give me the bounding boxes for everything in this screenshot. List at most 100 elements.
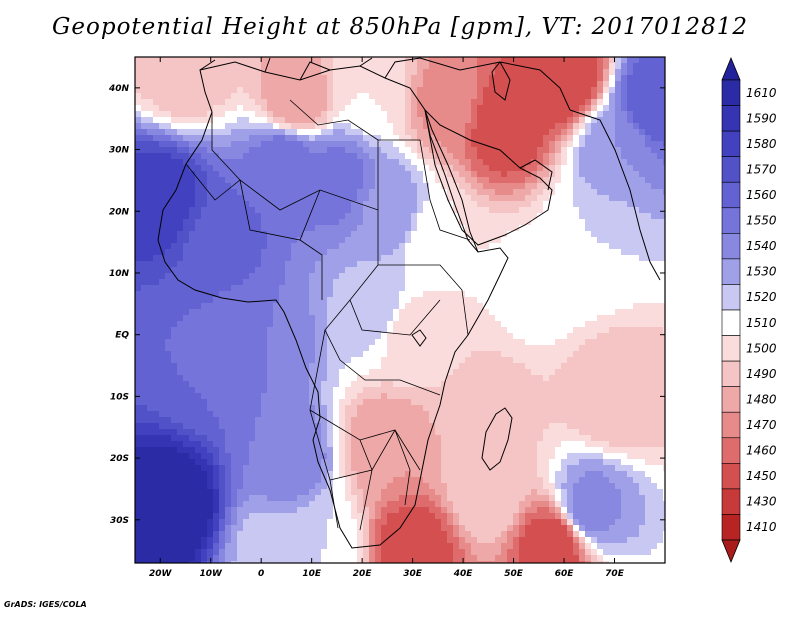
field-cell xyxy=(165,165,172,172)
field-cell xyxy=(429,135,436,142)
field-cell xyxy=(495,213,502,220)
field-cell xyxy=(651,339,658,346)
field-cell xyxy=(225,285,232,292)
field-cell xyxy=(657,63,664,70)
field-cell xyxy=(219,135,226,142)
field-cell xyxy=(561,189,568,196)
field-cell xyxy=(189,87,196,94)
field-cell xyxy=(219,267,226,274)
field-cell xyxy=(573,297,580,304)
field-cell xyxy=(429,129,436,136)
field-cell xyxy=(363,183,370,190)
field-cell xyxy=(411,177,418,184)
field-cell xyxy=(369,63,376,70)
field-cell xyxy=(339,369,346,376)
field-cell xyxy=(633,225,640,232)
field-cell xyxy=(519,129,526,136)
field-cell xyxy=(573,381,580,388)
field-cell xyxy=(417,69,424,76)
field-cell xyxy=(177,327,184,334)
field-cell xyxy=(477,183,484,190)
field-cell xyxy=(417,357,424,364)
field-cell xyxy=(555,243,562,250)
field-cell xyxy=(291,159,298,166)
field-cell xyxy=(321,285,328,292)
field-cell xyxy=(285,351,292,358)
field-cell xyxy=(327,363,334,370)
field-cell xyxy=(201,207,208,214)
field-cell xyxy=(585,291,592,298)
field-cell xyxy=(561,117,568,124)
field-cell xyxy=(597,189,604,196)
field-cell xyxy=(519,345,526,352)
field-cell xyxy=(495,105,502,112)
field-cell xyxy=(153,225,160,232)
field-cell xyxy=(195,225,202,232)
field-cell xyxy=(627,159,634,166)
field-cell xyxy=(153,267,160,274)
field-cell xyxy=(531,267,538,274)
field-cell xyxy=(231,57,238,64)
field-cell xyxy=(207,237,214,244)
field-cell xyxy=(297,381,304,388)
field-cell xyxy=(435,105,442,112)
field-cell xyxy=(621,129,628,136)
field-cell xyxy=(183,351,190,358)
field-cell xyxy=(561,339,568,346)
field-cell xyxy=(189,273,196,280)
field-cell xyxy=(141,279,148,286)
field-cell xyxy=(615,63,622,70)
field-cell xyxy=(441,195,448,202)
field-cell xyxy=(471,117,478,124)
field-cell xyxy=(147,291,154,298)
field-cell xyxy=(147,333,154,340)
field-cell xyxy=(387,99,394,106)
field-cell xyxy=(543,99,550,106)
field-cell xyxy=(525,81,532,88)
field-cell xyxy=(555,303,562,310)
field-cell xyxy=(279,309,286,316)
field-cell xyxy=(579,129,586,136)
field-cell xyxy=(219,159,226,166)
field-cell xyxy=(171,297,178,304)
field-cell xyxy=(195,153,202,160)
field-cell xyxy=(507,153,514,160)
field-cell xyxy=(147,255,154,262)
field-cell xyxy=(393,321,400,328)
field-cell xyxy=(327,225,334,232)
field-cell xyxy=(273,303,280,310)
field-cell xyxy=(297,333,304,340)
field-cell xyxy=(663,123,665,130)
field-cell xyxy=(333,129,340,136)
field-cell xyxy=(525,69,532,76)
field-cell xyxy=(573,237,580,244)
field-cell xyxy=(507,87,514,94)
field-cell xyxy=(291,165,298,172)
field-cell xyxy=(447,165,454,172)
field-cell xyxy=(195,57,202,64)
field-cell xyxy=(225,321,232,328)
field-cell xyxy=(657,69,664,76)
field-cell xyxy=(201,81,208,88)
field-cell xyxy=(159,177,166,184)
field-cell xyxy=(387,279,394,286)
field-cell xyxy=(597,351,604,358)
field-cell xyxy=(219,345,226,352)
field-cell xyxy=(549,303,556,310)
field-cell xyxy=(423,315,430,322)
field-cell xyxy=(507,225,514,232)
field-cell xyxy=(297,363,304,370)
field-cell xyxy=(483,105,490,112)
field-cell xyxy=(357,243,364,250)
field-cell xyxy=(255,309,262,316)
field-cell xyxy=(561,201,568,208)
field-cell xyxy=(417,279,424,286)
field-cell xyxy=(153,387,160,394)
field-cell xyxy=(603,159,610,166)
field-cell xyxy=(471,273,478,280)
field-cell xyxy=(549,345,556,352)
field-cell xyxy=(429,213,436,220)
field-cell xyxy=(393,93,400,100)
field-cell xyxy=(435,111,442,118)
field-cell xyxy=(231,207,238,214)
